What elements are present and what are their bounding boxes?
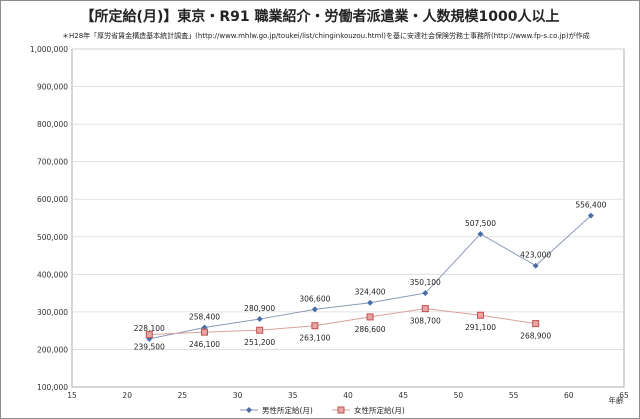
y-tick-label: 300,000	[37, 308, 68, 317]
data-label: 306,600	[299, 294, 330, 303]
x-tick-label: 20	[122, 391, 132, 400]
data-point-male	[311, 306, 318, 313]
x-tick-label: 50	[454, 391, 464, 400]
x-tick-label: 60	[564, 391, 574, 400]
data-label: 228,100	[134, 324, 165, 333]
data-point-female	[421, 305, 429, 313]
data-label: 251,200	[244, 338, 275, 347]
data-label: 239,500	[134, 343, 165, 352]
data-label: 324,400	[355, 288, 386, 297]
data-point-male	[532, 262, 539, 269]
data-label: 263,100	[299, 334, 330, 343]
data-point-female	[256, 326, 264, 334]
y-tick-label: 600,000	[37, 195, 68, 204]
data-point-female	[145, 331, 153, 339]
data-point-male	[587, 212, 594, 219]
data-point-female	[200, 328, 208, 336]
legend-label-female: 女性所定給(月)	[354, 405, 405, 415]
x-tick-label: 40	[343, 391, 353, 400]
data-point-male	[256, 316, 263, 323]
data-point-male	[477, 230, 484, 237]
series-line	[149, 308, 536, 336]
data-label: 246,100	[189, 340, 220, 349]
x-tick-label: 25	[178, 391, 188, 400]
data-point-male	[367, 299, 374, 306]
y-tick-label: 400,000	[37, 270, 68, 279]
data-label: 291,100	[465, 323, 496, 332]
y-tick-label: 200,000	[37, 345, 68, 354]
y-tick-label: 1,000,000	[30, 45, 68, 54]
data-label: 308,700	[410, 317, 441, 326]
y-tick-label: 100,000	[37, 383, 68, 392]
data-point-female	[366, 313, 374, 321]
legend-label-male: 男性所定給(月)	[262, 405, 313, 415]
data-point-female	[532, 320, 540, 328]
x-tick-label: 65	[619, 391, 629, 400]
data-label: 268,900	[520, 332, 551, 341]
x-tick-label: 35	[288, 391, 298, 400]
data-label: 280,900	[244, 304, 275, 313]
y-tick-label: 500,000	[37, 233, 68, 242]
legend-marker-male	[246, 407, 252, 413]
data-label: 286,600	[355, 325, 386, 334]
y-tick-label: 900,000	[37, 83, 68, 92]
data-point-female	[476, 311, 484, 319]
data-label: 507,500	[465, 219, 496, 228]
plot-area	[71, 48, 625, 388]
data-point-female	[311, 322, 319, 330]
chart-title: 【所定給(月)】東京・R91 職業紹介・労働者派遣業・人数規模1000人以上	[80, 9, 560, 25]
data-label: 556,400	[575, 201, 606, 210]
data-label: 423,000	[520, 251, 551, 260]
x-axis-label: 年齢	[609, 395, 624, 405]
data-label: 350,100	[410, 278, 441, 287]
data-label: 258,400	[189, 313, 220, 322]
chart-source-note: ＊H28年「厚労省賃金構造基本統計調査」(http://www.mhlw.go.…	[62, 32, 590, 40]
x-tick-label: 45	[398, 391, 408, 400]
legend-marker-female	[337, 406, 345, 414]
x-tick-label: 30	[233, 391, 243, 400]
y-tick-label: 800,000	[37, 120, 68, 129]
x-tick-label: 55	[509, 391, 519, 400]
data-point-male	[422, 290, 429, 297]
x-tick-label: 15	[67, 391, 77, 400]
y-tick-label: 700,000	[37, 158, 68, 167]
